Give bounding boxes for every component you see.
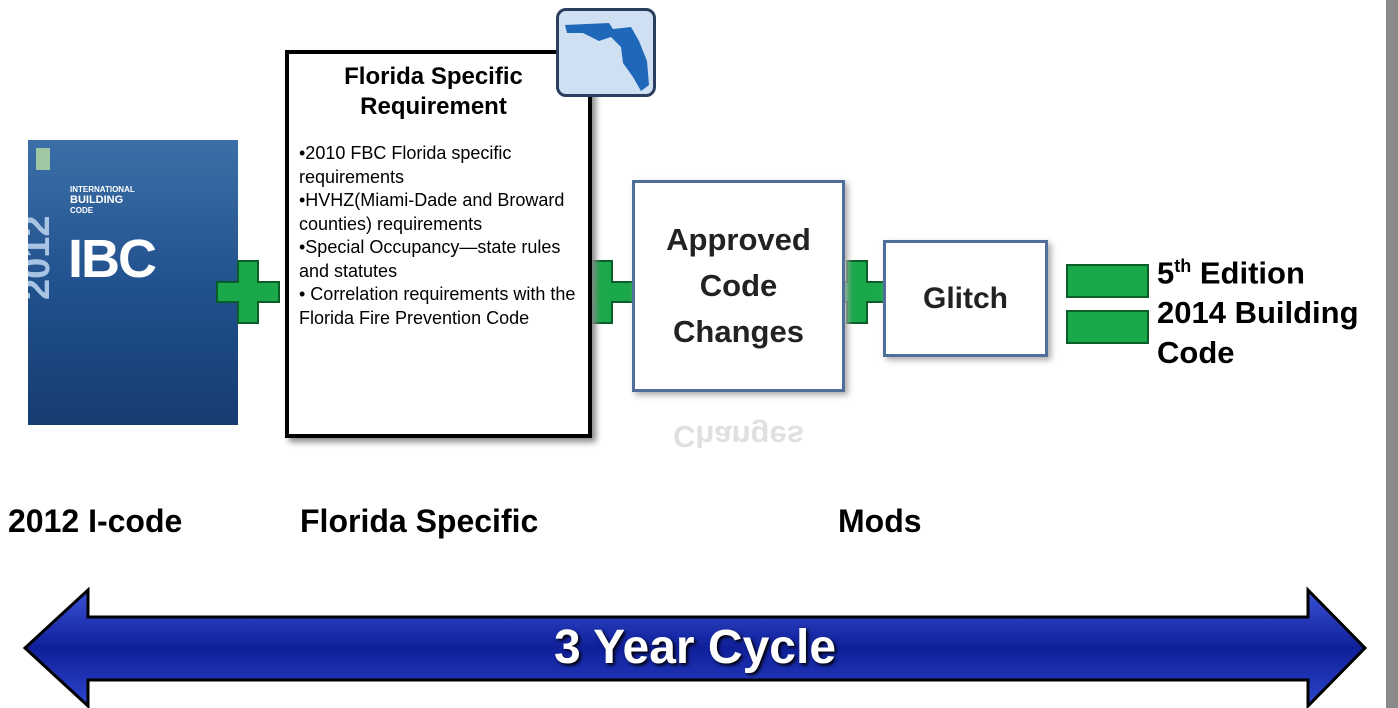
stage-label: 2012 I-code	[8, 503, 182, 540]
bullet: •HVHZ(Miami-Dade and Broward counties) r…	[299, 189, 580, 236]
florida-title: Florida Specific Requirement	[319, 62, 548, 122]
approved-reflection: Changes	[632, 418, 845, 454]
bullet: •2010 FBC Florida specific requirements	[299, 142, 580, 189]
result-text: 5th Edition 2014 Building Code	[1157, 246, 1359, 373]
florida-map	[559, 11, 653, 94]
glitch-label: Glitch	[923, 282, 1008, 316]
approved-label: Approved Code Changes	[635, 217, 842, 355]
result-line: 2014 Building	[1157, 293, 1359, 333]
bullet: •Special Occupancy—state rules and statu…	[299, 236, 580, 283]
plus-sign	[217, 261, 279, 323]
bullet: • Correlation requirements with the Flor…	[299, 283, 580, 330]
florida-icon	[556, 8, 656, 97]
edition-word: Edition	[1191, 255, 1305, 290]
edition-number: 5	[1157, 255, 1174, 290]
edition-suffix: th	[1174, 256, 1191, 276]
florida-box: Florida Specific Requirement •2010 FBC F…	[285, 50, 592, 438]
glitch-box: Glitch	[883, 240, 1048, 357]
slide: 2012 INTERNATIONAL BUILDING CODE IBC Flo…	[0, 0, 1398, 708]
approved-box: Approved Code Changes	[632, 180, 845, 392]
cycle-label: 3 Year Cycle	[25, 620, 1365, 676]
stage-label: Florida Specific	[300, 503, 538, 540]
result-line: 5th Edition	[1157, 246, 1359, 293]
equals-bar	[1067, 265, 1148, 297]
florida-bullets: •2010 FBC Florida specific requirements …	[299, 142, 580, 330]
result-line: Code	[1157, 333, 1359, 373]
equals-bar	[1067, 311, 1148, 343]
stage-label: Mods	[838, 503, 922, 540]
